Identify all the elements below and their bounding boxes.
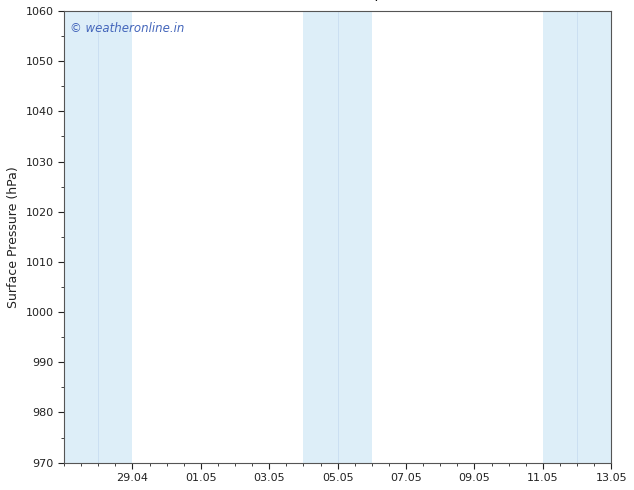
Y-axis label: Surface Pressure (hPa): Surface Pressure (hPa) xyxy=(7,166,20,308)
Bar xyxy=(543,11,611,463)
Text: Sa. 27.04.2024 01 UTC: Sa. 27.04.2024 01 UTC xyxy=(433,0,592,1)
Text: © weatheronline.in: © weatheronline.in xyxy=(70,22,184,35)
Bar xyxy=(304,11,372,463)
Bar xyxy=(64,11,133,463)
Text: ECMW-ENS Time Series Dublin Airport: ECMW-ENS Time Series Dublin Airport xyxy=(140,0,403,1)
